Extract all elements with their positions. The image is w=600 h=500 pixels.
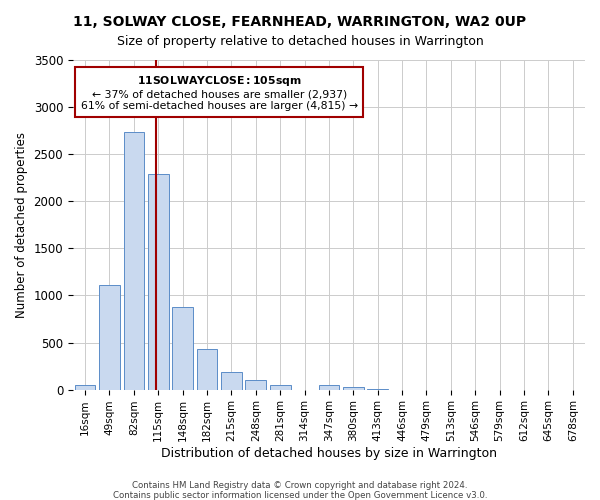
Bar xyxy=(172,306,193,390)
Text: Contains HM Land Registry data © Crown copyright and database right 2024.: Contains HM Land Registry data © Crown c… xyxy=(132,481,468,490)
Bar xyxy=(319,386,340,390)
Bar xyxy=(124,132,144,390)
Text: $\bf{11 SOLWAY CLOSE: 105sqm}$
← 37% of detached houses are smaller (2,937)
61% : $\bf{11 SOLWAY CLOSE: 105sqm}$ ← 37% of … xyxy=(80,74,358,112)
Bar xyxy=(197,349,217,390)
Bar xyxy=(343,387,364,390)
Bar xyxy=(270,386,290,390)
Text: 11, SOLWAY CLOSE, FEARNHEAD, WARRINGTON, WA2 0UP: 11, SOLWAY CLOSE, FEARNHEAD, WARRINGTON,… xyxy=(73,15,527,29)
Bar xyxy=(221,372,242,390)
Text: Size of property relative to detached houses in Warrington: Size of property relative to detached ho… xyxy=(116,35,484,48)
Bar xyxy=(245,380,266,390)
Bar xyxy=(99,285,120,390)
Bar xyxy=(148,174,169,390)
Text: Contains public sector information licensed under the Open Government Licence v3: Contains public sector information licen… xyxy=(113,491,487,500)
X-axis label: Distribution of detached houses by size in Warrington: Distribution of detached houses by size … xyxy=(161,447,497,460)
Y-axis label: Number of detached properties: Number of detached properties xyxy=(15,132,28,318)
Bar xyxy=(367,388,388,390)
Bar xyxy=(75,386,95,390)
